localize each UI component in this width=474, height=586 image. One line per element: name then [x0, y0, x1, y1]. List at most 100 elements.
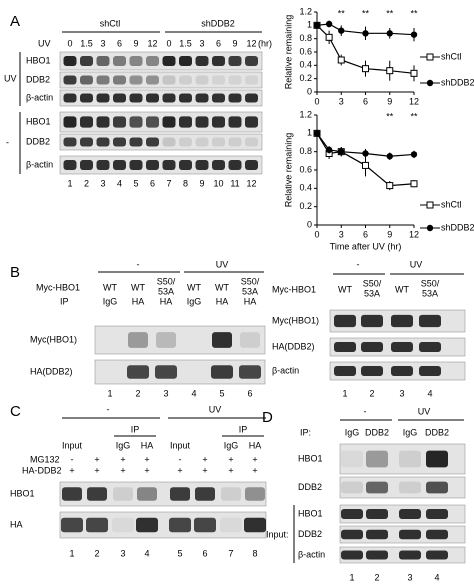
band [162, 137, 176, 147]
condition-label: - [357, 259, 360, 269]
band [80, 137, 93, 147]
band [245, 137, 258, 147]
band [228, 75, 242, 85]
band [391, 365, 413, 377]
band [212, 75, 225, 85]
band [366, 529, 388, 540]
row-label: HBO1 [26, 116, 51, 126]
row-label: HA [10, 519, 23, 529]
condition-label: - [107, 404, 110, 414]
row-label: DDB2 [298, 482, 322, 492]
band [129, 116, 143, 128]
band [195, 159, 209, 171]
band [391, 341, 413, 353]
band [366, 481, 388, 494]
band [245, 55, 258, 67]
band [399, 481, 421, 494]
band [146, 137, 159, 147]
band [156, 332, 176, 348]
row-header: Myc-HBO1 [272, 284, 316, 294]
row-label: β-actin [298, 549, 325, 559]
band [195, 93, 209, 103]
point [325, 146, 333, 154]
band [146, 159, 159, 171]
construct: WT [103, 282, 117, 292]
y-tick-label: 0 [307, 86, 312, 96]
band [129, 137, 143, 147]
row-label: HA(DDB2) [30, 366, 73, 376]
y-tick-label: 0.2 [299, 73, 312, 83]
blot-strip [59, 51, 263, 71]
band [334, 341, 356, 353]
point [410, 180, 418, 188]
point [362, 161, 369, 169]
band [162, 55, 176, 67]
panel-label: C [10, 403, 21, 420]
band [399, 529, 421, 540]
row-label: HBO1 [298, 453, 323, 463]
band [341, 529, 363, 540]
band [341, 450, 363, 468]
band [179, 93, 192, 103]
lane-number: 1 [349, 572, 354, 582]
band [426, 481, 448, 494]
row-header: IP [60, 296, 69, 306]
point [362, 30, 369, 37]
row-label: β-actin [272, 365, 299, 375]
panel-label: B [10, 264, 20, 281]
treatment: + [120, 454, 125, 464]
point [410, 31, 418, 38]
condition-label: - [6, 137, 9, 147]
band [399, 450, 421, 468]
band [96, 116, 110, 128]
band [86, 517, 108, 533]
timepoint: 12 [147, 38, 157, 48]
blot-strip [59, 111, 263, 133]
ip-label: DDB2 [365, 427, 389, 437]
band [113, 116, 126, 128]
treatment: + [94, 454, 99, 464]
band [212, 116, 225, 128]
construct: 53A [158, 286, 174, 296]
ip-label: HA [132, 296, 145, 306]
ip-header: IP [131, 424, 140, 434]
band [96, 75, 110, 85]
column-label: Input [170, 440, 191, 450]
treatment: + [202, 454, 207, 464]
point [325, 33, 333, 41]
band [170, 487, 190, 501]
treatment: + [228, 454, 233, 464]
band [334, 365, 356, 377]
band [169, 517, 191, 533]
x-tick-label: 3 [339, 229, 344, 239]
uv-label: UV [38, 38, 51, 48]
lane-number: 10 [213, 178, 223, 188]
timepoint: 0 [67, 38, 72, 48]
band [228, 116, 242, 128]
band [426, 550, 448, 560]
y-tick-label: 0.8 [299, 33, 312, 43]
treatment: + [94, 465, 99, 475]
band [155, 365, 177, 379]
x-tick-label: 6 [363, 229, 368, 239]
band [179, 116, 192, 128]
treatment: - [179, 454, 182, 464]
lane-number: 4 [144, 548, 149, 558]
point [313, 22, 321, 29]
y-tick-label: 1.2 [299, 109, 312, 119]
panel-label: A [10, 13, 20, 30]
band [80, 75, 93, 85]
lane-number: 11 [230, 178, 239, 188]
lane-number: 5 [177, 548, 182, 558]
band [194, 517, 216, 533]
x-tick-label: 12 [409, 229, 419, 239]
band [245, 116, 258, 128]
band [426, 450, 448, 468]
timepoint: 3 [100, 38, 105, 48]
band [113, 137, 126, 147]
band [80, 116, 93, 128]
point [362, 150, 369, 157]
construct: WT [131, 282, 145, 292]
construct: S50/ [157, 276, 176, 286]
row-label: DDB2 [26, 136, 50, 146]
